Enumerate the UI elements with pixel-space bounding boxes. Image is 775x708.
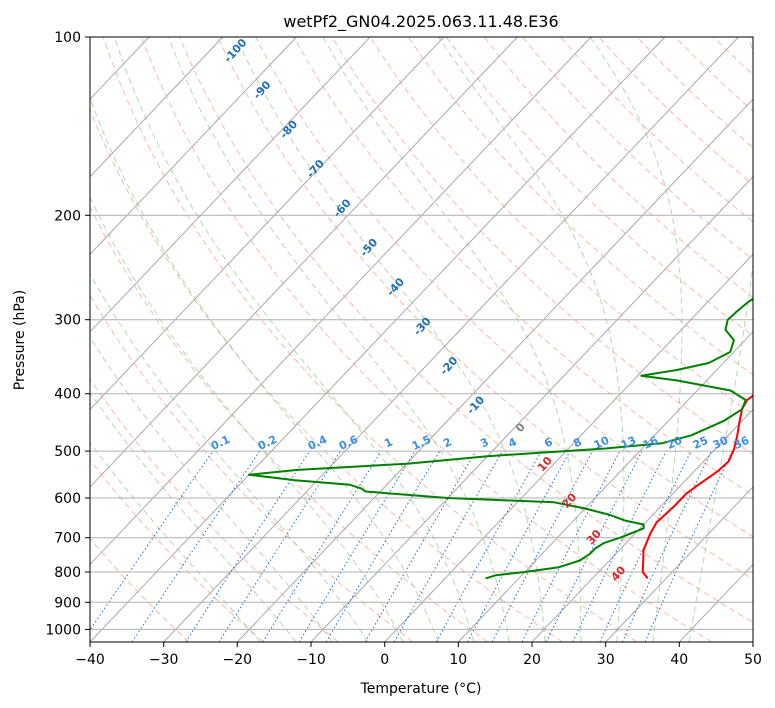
moist-adiabat-line <box>90 441 261 642</box>
dry-adiabat-line <box>178 37 753 623</box>
x-tick-label: −40 <box>75 652 105 668</box>
moist-adiabat-line <box>90 336 333 642</box>
y-tick-label: 900 <box>54 595 81 611</box>
mixing-ratio-line <box>467 450 571 642</box>
dry-adiabat-line <box>90 537 190 642</box>
x-tick-label: 20 <box>523 652 541 668</box>
mixing-ratio-label: 10 <box>592 434 612 452</box>
moist-adiabat-line <box>438 37 625 642</box>
moist-adiabat-line <box>589 37 683 642</box>
chart-title: wetPf2_GN04.2025.063.11.48.E36 <box>283 12 558 32</box>
mixing-ratio-label: 25 <box>691 434 710 452</box>
mixing-ratio-label: 20 <box>665 434 685 452</box>
dry-adiabat-line <box>331 37 753 456</box>
mixing-ratio-label: 30 <box>711 434 731 452</box>
moist-adiabat-line <box>167 37 510 642</box>
isotherm-line <box>90 37 518 488</box>
moist-adiabat-line <box>90 96 439 642</box>
y-tick-label: 600 <box>54 491 81 507</box>
dry-adiabat-line <box>90 294 414 642</box>
temperature-line <box>641 394 753 580</box>
isotherm-line <box>163 37 739 642</box>
x-tick-label: 40 <box>670 652 688 668</box>
y-tick-label: 800 <box>54 565 81 581</box>
background-lines <box>90 37 753 642</box>
isotherm-line <box>90 37 297 256</box>
isotherm-line <box>384 253 753 642</box>
mixing-ratio-line <box>131 450 261 642</box>
mixing-ratio-line <box>572 450 667 642</box>
dry-adiabat-line <box>369 37 753 415</box>
dry-adiabat-line <box>90 108 563 642</box>
moist-adiabat-line <box>90 196 404 642</box>
moist-adiabat-line <box>235 37 546 642</box>
isotherm-line <box>90 37 445 411</box>
dry-adiabat-line <box>407 37 753 376</box>
dry-adiabat-line <box>140 37 712 642</box>
x-axis-label: Temperature (°C) <box>360 681 482 697</box>
y-tick-label: 200 <box>54 208 81 224</box>
y-axis-label: Pressure (hPa) <box>12 290 28 390</box>
mixing-ratio-label: 13 <box>619 434 638 452</box>
x-tick-label: 50 <box>744 652 762 668</box>
x-tick-label: 10 <box>449 652 467 668</box>
moist-adiabat-line <box>114 37 475 642</box>
isotherm-line <box>457 331 753 642</box>
mixing-ratio-line <box>435 450 542 642</box>
pressure-grid-lines <box>90 37 753 630</box>
mixing-ratio-label: 36 <box>732 434 752 452</box>
x-tick-label: −20 <box>223 652 253 668</box>
dry-adiabat-line <box>90 205 488 642</box>
isotherm-line <box>90 37 666 642</box>
moist-adiabat-line <box>322 37 582 642</box>
mixing-ratio-line <box>545 450 643 642</box>
mixing-ratio-line <box>393 450 503 642</box>
dry-adiabat-line <box>293 37 753 496</box>
y-tick-label: 500 <box>54 444 81 460</box>
x-tick-label: 30 <box>597 652 615 668</box>
dry-adiabat-line <box>255 37 753 538</box>
y-axis: 100 200 300 400 500 600 700 800 900 1000 <box>45 30 90 638</box>
x-tick-label: 0 <box>380 652 389 668</box>
y-tick-label: 100 <box>54 30 81 46</box>
mixing-ratio-line <box>185 450 311 642</box>
plot-frame <box>89 36 754 643</box>
mixing-ratio-line <box>298 450 416 642</box>
dry-adiabat-line <box>102 37 638 642</box>
dry-adiabat-line <box>90 459 264 642</box>
x-axis: −40 −30 −20 −10 0 10 20 30 40 50 <box>75 642 762 668</box>
moist-adiabat-line <box>688 37 753 642</box>
isotherm-line <box>605 486 753 642</box>
x-tick-label: −30 <box>149 652 179 668</box>
dewpoint-line <box>247 297 753 580</box>
isotherm-line <box>236 98 753 642</box>
x-tick-label: −10 <box>296 652 326 668</box>
mixing-ratio-line <box>90 450 214 631</box>
isotherm-line <box>531 408 753 642</box>
y-tick-label: 300 <box>54 313 81 329</box>
isotherm-line <box>90 37 371 333</box>
isotherm-line <box>90 37 592 566</box>
mixing-ratio-line <box>262 450 382 642</box>
y-tick-label: 1000 <box>45 622 81 638</box>
mixing-ratio-label: 16 <box>641 434 661 452</box>
isotherm-line <box>90 37 224 178</box>
y-tick-label: 700 <box>54 531 81 547</box>
y-tick-label: 400 <box>54 387 81 403</box>
mixing-ratio-line <box>218 450 341 642</box>
dry-adiabat-line <box>217 37 753 580</box>
mixing-ratio-line <box>644 450 733 642</box>
sounding-lines <box>247 297 753 580</box>
moist-adiabat-line <box>90 272 369 642</box>
